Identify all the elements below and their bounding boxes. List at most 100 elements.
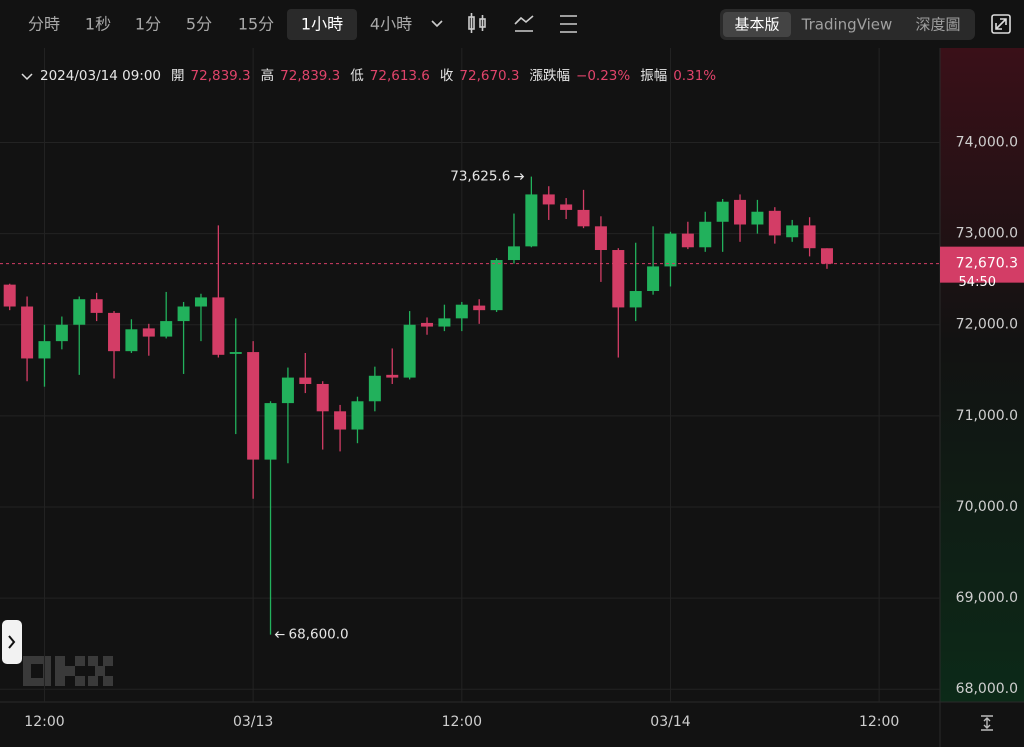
x-tick-label: 12:00 xyxy=(24,714,64,730)
y-tick-label: 70,000.0 xyxy=(956,499,1018,515)
interval-tab[interactable]: 1分 xyxy=(135,15,161,34)
y-tick-label: 68,000.0 xyxy=(956,681,1018,697)
candle-body xyxy=(768,210,781,236)
x-tick-label: 03/13 xyxy=(233,714,273,730)
interval-tab[interactable]: 15分 xyxy=(238,15,274,34)
candle-body xyxy=(647,266,660,292)
candle-body xyxy=(455,304,468,319)
annotation-arrow xyxy=(514,173,525,181)
candle-body xyxy=(577,209,590,227)
active-view-bg xyxy=(723,12,791,37)
high-annotation: 73,625.6 xyxy=(450,169,510,185)
info-value: 72,839.3 xyxy=(190,68,251,84)
y-tick-label: 73,000.0 xyxy=(956,226,1018,242)
candle-body xyxy=(229,352,242,354)
candle-body xyxy=(490,260,503,311)
candle-body xyxy=(160,321,173,337)
candle-body xyxy=(73,299,86,325)
candle-body xyxy=(438,318,451,327)
candle-body xyxy=(681,233,694,248)
info-label: 收 xyxy=(439,68,454,84)
interval-tab[interactable]: 5分 xyxy=(186,15,212,34)
candle-body xyxy=(3,284,16,307)
side-toggle[interactable] xyxy=(2,620,22,664)
candle-body xyxy=(542,194,555,205)
low-annotation: 68,600.0 xyxy=(289,627,349,643)
candle-body xyxy=(351,401,364,430)
last-price-tag xyxy=(940,246,1024,283)
info-label: 振幅 xyxy=(640,68,668,84)
view-tab[interactable]: 基本版 xyxy=(734,16,779,34)
fullscreen-icon[interactable] xyxy=(991,14,1011,34)
interval-tab[interactable]: 1小時 xyxy=(301,15,343,34)
price-axis-bg xyxy=(940,48,1024,702)
info-value: 72,839.3 xyxy=(280,68,341,84)
candle-body xyxy=(38,341,51,359)
settings-icon[interactable] xyxy=(560,15,577,33)
candle-body xyxy=(125,329,138,352)
candle-body xyxy=(716,201,729,222)
axis-scale-icon[interactable] xyxy=(981,715,993,731)
y-tick-label: 71,000.0 xyxy=(956,408,1018,424)
candle-body xyxy=(212,297,225,355)
info-value: 0.31% xyxy=(673,68,717,84)
last-price-label: 72,670.3 xyxy=(956,256,1018,272)
candle-body xyxy=(108,312,121,352)
annotation-arrow xyxy=(274,631,285,638)
candle-body xyxy=(786,225,799,238)
countdown: 54:50 xyxy=(959,275,996,290)
candle-body xyxy=(560,204,573,210)
info-label: 漲跌幅 xyxy=(529,68,571,84)
candle-body xyxy=(803,225,816,249)
candle-body xyxy=(247,352,260,460)
candle-body xyxy=(594,226,607,251)
candle-body xyxy=(90,299,103,313)
candle-body xyxy=(386,374,399,378)
grid xyxy=(0,48,940,702)
info-value: −0.23% xyxy=(576,68,631,84)
info-label: 高 xyxy=(260,68,275,84)
indicator-icon[interactable] xyxy=(514,15,534,32)
x-tick-label: 03/14 xyxy=(650,714,690,730)
candle-body xyxy=(473,305,486,311)
candle-body xyxy=(525,194,538,247)
y-tick-label: 74,000.0 xyxy=(956,134,1018,150)
interval-tab[interactable]: 分時 xyxy=(28,15,60,34)
candle-body xyxy=(21,306,34,359)
candle-body xyxy=(55,324,68,342)
candle-body xyxy=(734,199,747,225)
interval-tab[interactable]: 4小時 xyxy=(370,15,412,34)
candle-body xyxy=(664,233,677,267)
candle-body xyxy=(299,377,312,384)
candle-body xyxy=(316,383,329,412)
y-tick-label: 69,000.0 xyxy=(956,590,1018,606)
candle-body xyxy=(281,377,294,404)
candle-body xyxy=(264,403,277,460)
view-tab[interactable]: TradingView xyxy=(801,16,893,34)
active-interval-bg xyxy=(287,9,357,40)
candle-body xyxy=(629,291,642,308)
candle-body xyxy=(177,306,190,322)
candle-body xyxy=(699,221,712,248)
candle-body xyxy=(612,250,625,308)
info-value: 72,670.3 xyxy=(459,68,520,84)
view-tab[interactable]: 深度圖 xyxy=(915,16,960,34)
collapse-icon[interactable] xyxy=(21,73,33,81)
watermark xyxy=(23,656,113,686)
candle-body xyxy=(421,322,434,327)
dropdown-icon[interactable] xyxy=(431,20,443,28)
candle-body xyxy=(142,328,155,337)
candle-body xyxy=(368,375,381,402)
candle-type-icon[interactable] xyxy=(468,13,486,33)
ohlc-info: 2024/03/14 09:00 開 72,839.3 高 72,839.3 低 72,61… xyxy=(40,67,722,85)
candle-body xyxy=(820,248,833,264)
candle-body xyxy=(334,411,347,430)
interval-tab[interactable]: 1秒 xyxy=(85,15,111,34)
candle-body xyxy=(751,211,764,225)
candle-body xyxy=(403,324,416,378)
candle-body xyxy=(194,297,207,307)
y-tick-label: 72,000.0 xyxy=(956,317,1018,333)
info-label: 低 xyxy=(350,68,364,84)
candle-body xyxy=(507,246,520,261)
